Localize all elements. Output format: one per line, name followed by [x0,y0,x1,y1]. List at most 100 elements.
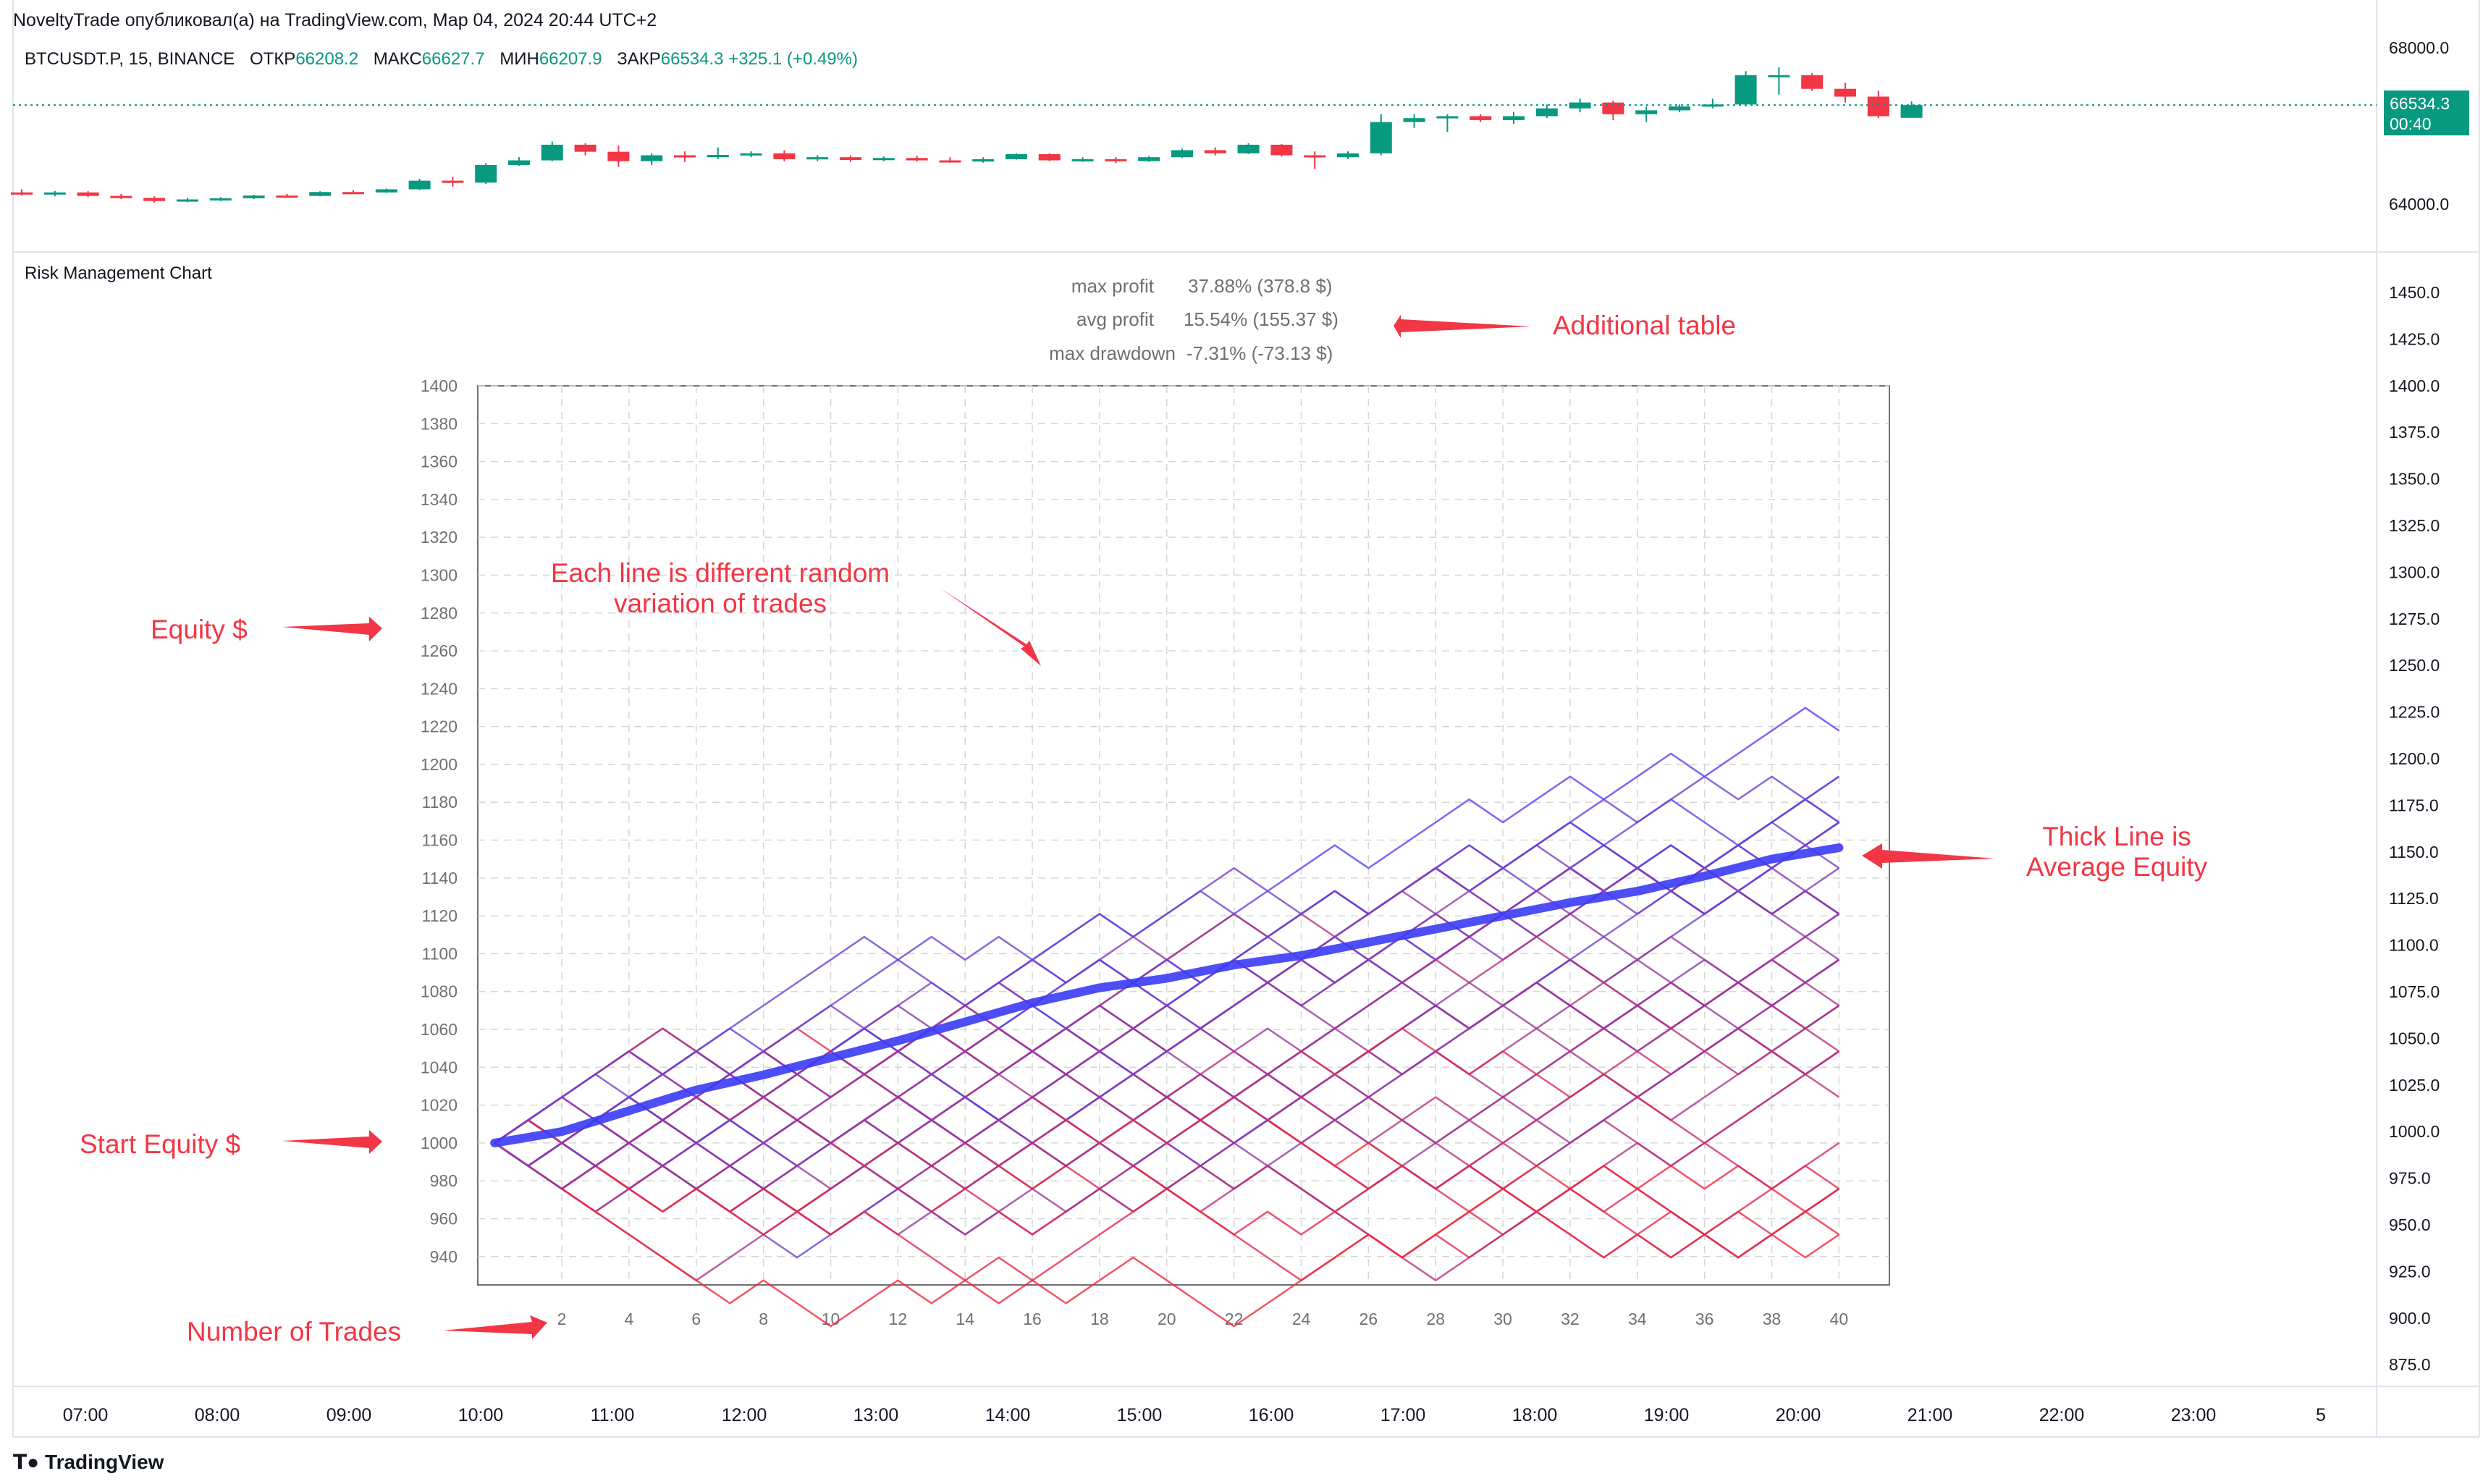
price-axis-label: 68000.0 [2389,38,2449,57]
x-tick-label: 34 [1628,1310,1647,1328]
annotation-start-equity: Start Equity $ [80,1129,240,1159]
candle-body[interactable] [1071,159,1094,161]
indicator-axis-label: 1025.0 [2389,1076,2440,1095]
candle-body[interactable] [442,180,464,183]
candle-body[interactable] [740,153,762,156]
candle-body[interactable] [342,192,364,195]
candle-body[interactable] [773,153,796,159]
change-value: +325.1 (+0.49%) [728,49,858,69]
candle-body[interactable] [906,158,928,161]
candle-body[interactable] [1801,75,1824,89]
candlestick-series[interactable] [11,67,1923,203]
candle-body[interactable] [1768,75,1790,77]
average-equity-line [490,843,1844,1147]
indicator-axis-label: 1350.0 [2389,470,2440,489]
candle-body[interactable] [1171,150,1193,158]
candle-body[interactable] [508,160,530,165]
candle-body[interactable] [806,157,829,160]
x-tick-label: 2 [557,1310,567,1328]
x-tick-label: 8 [759,1310,768,1328]
y-tick-label: 980 [430,1171,458,1190]
x-tick-label: 16 [1023,1310,1042,1328]
candle-body[interactable] [972,159,995,162]
candle-body[interactable] [1138,157,1160,161]
candle-body[interactable] [375,189,397,193]
candle-body[interactable] [1602,102,1624,114]
arrow-icon [282,617,382,641]
candle-body[interactable] [1370,122,1392,153]
candle-body[interactable] [177,199,198,202]
table-value-max-drawdown: -7.31% (-73.13 $) [1186,342,1333,364]
x-tick-label: 36 [1695,1310,1714,1328]
close-value: 66534.3 [660,49,724,69]
candle-body[interactable] [574,144,596,152]
candle-body[interactable] [1403,118,1425,122]
candle-body[interactable] [309,192,332,196]
candle-body[interactable] [1900,105,1923,118]
table-value-max-profit: 37.88% (378.8 $) [1188,275,1332,297]
table-value-avg-profit: 15.54% (155.37 $) [1184,308,1339,330]
candle-body[interactable] [1304,155,1326,158]
candle-body[interactable] [1038,153,1061,161]
candle-body[interactable] [1270,144,1293,156]
candle-body[interactable] [840,157,861,160]
candle-body[interactable] [209,198,232,201]
indicator-price-axis[interactable]: 1450.0 1425.0 1400.0 1375.0 1350.0 1325.0 1300… [2389,283,2440,1374]
candle-body[interactable] [1535,108,1558,117]
time-axis-label: 07:00 [63,1405,109,1425]
candle-body[interactable] [243,195,265,198]
candle-body[interactable] [1436,116,1459,119]
candle-body[interactable] [872,158,895,161]
candle-body[interactable] [1701,104,1724,107]
candle-body[interactable] [143,198,166,201]
candle-body[interactable] [607,151,630,161]
y-tick-label: 1280 [421,604,458,623]
candle-body[interactable] [1503,116,1525,120]
y-tick-label: 1380 [421,414,458,433]
indicator-axis-label: 950.0 [2389,1215,2431,1234]
candle-body[interactable] [939,160,961,163]
candle-body[interactable] [11,192,33,195]
tradingview-logo-icon: 𝗧● [13,1451,40,1473]
symbol-info: BTCUSDT.P, 15, BINANCE ОТКР66208.2 МАКС6… [25,49,858,69]
symbol-name[interactable]: BTCUSDT.P, 15, BINANCE [25,49,235,69]
y-tick-label: 1360 [421,452,458,471]
candle-body[interactable] [1105,159,1127,161]
candle-body[interactable] [1834,88,1856,97]
indicator-axis-label: 1300.0 [2389,562,2440,581]
candle-body[interactable] [674,155,696,158]
candle-body[interactable] [541,144,563,161]
time-axis[interactable]: 07:00 08:00 09:00 10:00 11:00 12:00 13:00 14:00… [63,1405,2326,1425]
candle-body[interactable] [1204,150,1226,153]
y-tick-label: 1300 [421,565,458,584]
candle-body[interactable] [1734,75,1757,105]
candle-body[interactable] [1006,153,1027,159]
candle-body[interactable] [1237,144,1260,153]
candle-body[interactable] [77,192,99,196]
indicator-axis-label: 1375.0 [2389,423,2440,442]
indicator-axis-label: 975.0 [2389,1169,2431,1188]
candle-body[interactable] [641,155,663,161]
table-key-max-drawdown: max drawdown [1049,342,1176,364]
tradingview-brand[interactable]: 𝗧● TradingView [13,1450,164,1474]
indicator-axis-label: 1200.0 [2389,749,2440,768]
candle-body[interactable] [1337,153,1359,158]
open-value: 66208.2 [295,49,359,69]
candle-body[interactable] [276,195,298,198]
low-value: 66207.9 [539,49,602,69]
candle-body[interactable] [707,154,729,158]
candle-body[interactable] [1569,102,1591,109]
candle-body[interactable] [475,165,497,183]
indicator-title[interactable]: Risk Management Chart [25,264,212,283]
candle-body[interactable] [1867,96,1889,117]
indicator-axis-label: 1400.0 [2389,376,2440,395]
candle-body[interactable] [43,192,66,195]
y-tick-label: 1340 [421,490,458,509]
candle-body[interactable] [1669,106,1690,111]
publish-header: NoveltyTrade опубликовал(а) на TradingVi… [13,10,657,30]
candle-body[interactable] [1635,110,1658,114]
candle-body[interactable] [408,180,431,190]
candle-body[interactable] [110,195,132,198]
candle-body[interactable] [1470,116,1492,120]
